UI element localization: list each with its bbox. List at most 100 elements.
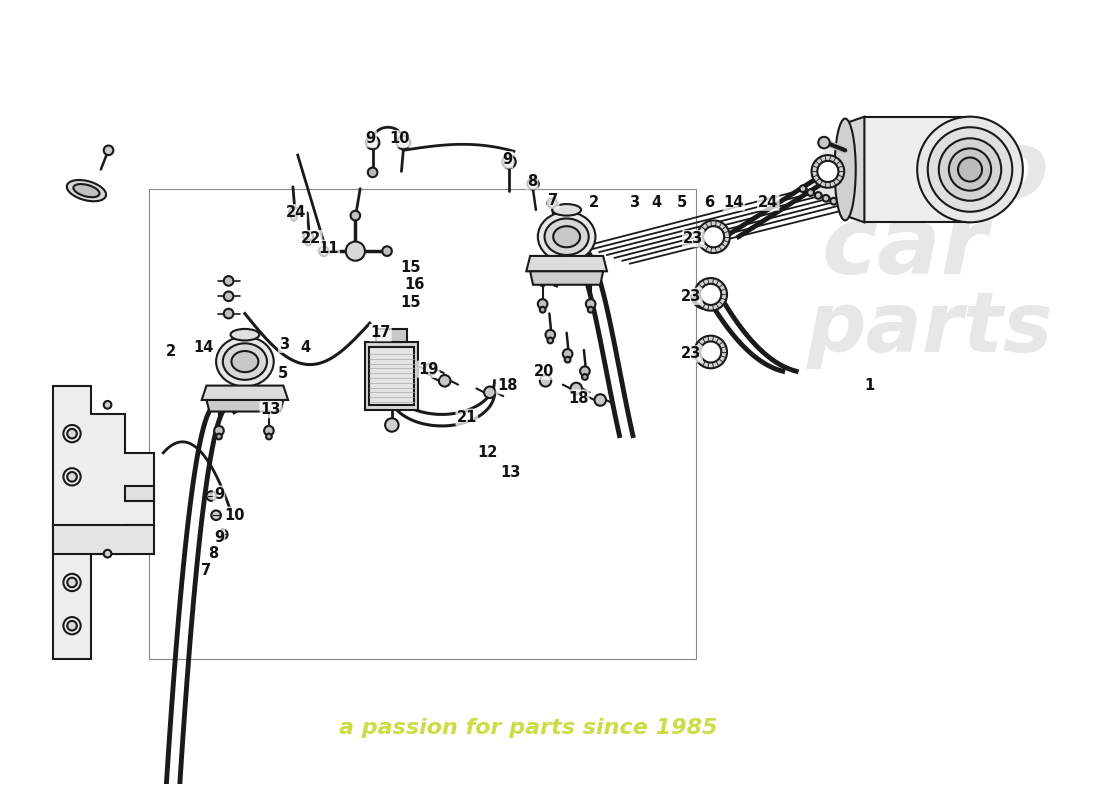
Polygon shape bbox=[530, 271, 603, 285]
Text: 19: 19 bbox=[418, 362, 439, 377]
Circle shape bbox=[582, 374, 587, 380]
Circle shape bbox=[382, 246, 392, 256]
Circle shape bbox=[425, 363, 436, 375]
Circle shape bbox=[694, 278, 727, 310]
Circle shape bbox=[64, 574, 80, 591]
Circle shape bbox=[815, 192, 822, 198]
Circle shape bbox=[67, 472, 77, 482]
Circle shape bbox=[846, 205, 852, 211]
Circle shape bbox=[218, 530, 228, 539]
Ellipse shape bbox=[231, 351, 258, 372]
Circle shape bbox=[304, 232, 313, 242]
Bar bbox=[376, 329, 407, 342]
Text: 15: 15 bbox=[400, 294, 421, 310]
Text: 22: 22 bbox=[301, 231, 321, 246]
Bar bbox=[365, 342, 418, 410]
Circle shape bbox=[223, 309, 233, 318]
Text: 10: 10 bbox=[389, 131, 410, 146]
Text: 6: 6 bbox=[704, 194, 714, 210]
Text: 4: 4 bbox=[300, 340, 310, 354]
Circle shape bbox=[345, 242, 365, 261]
Circle shape bbox=[503, 155, 516, 169]
Text: 8: 8 bbox=[208, 546, 218, 561]
Circle shape bbox=[67, 429, 77, 438]
Circle shape bbox=[823, 195, 829, 202]
Ellipse shape bbox=[958, 158, 982, 182]
Circle shape bbox=[540, 375, 551, 386]
Circle shape bbox=[812, 155, 844, 188]
Ellipse shape bbox=[74, 184, 99, 197]
Polygon shape bbox=[526, 256, 607, 271]
Circle shape bbox=[484, 386, 496, 398]
Circle shape bbox=[571, 382, 582, 394]
Circle shape bbox=[594, 394, 606, 406]
Circle shape bbox=[223, 291, 233, 301]
Circle shape bbox=[817, 161, 838, 182]
Text: 7: 7 bbox=[548, 193, 559, 208]
Text: 11: 11 bbox=[318, 241, 339, 256]
Circle shape bbox=[367, 167, 377, 177]
Circle shape bbox=[694, 336, 727, 368]
Circle shape bbox=[580, 366, 590, 376]
Circle shape bbox=[211, 510, 221, 520]
Polygon shape bbox=[53, 386, 154, 659]
Text: 15: 15 bbox=[400, 260, 421, 275]
Text: 24: 24 bbox=[758, 194, 779, 210]
Text: 1: 1 bbox=[864, 378, 874, 393]
Polygon shape bbox=[207, 400, 284, 411]
Text: 10: 10 bbox=[224, 508, 244, 522]
Polygon shape bbox=[125, 486, 154, 501]
Text: 23: 23 bbox=[683, 231, 704, 246]
Ellipse shape bbox=[544, 218, 588, 255]
Text: 2: 2 bbox=[588, 194, 598, 210]
Circle shape bbox=[306, 240, 311, 246]
Ellipse shape bbox=[949, 148, 991, 190]
Text: 17: 17 bbox=[370, 326, 390, 340]
Circle shape bbox=[586, 299, 595, 309]
Ellipse shape bbox=[216, 337, 274, 386]
Circle shape bbox=[439, 375, 450, 386]
Bar bbox=[148, 189, 696, 659]
Text: 8: 8 bbox=[527, 174, 537, 189]
Circle shape bbox=[700, 284, 722, 305]
Circle shape bbox=[67, 621, 77, 630]
Circle shape bbox=[103, 146, 113, 155]
Circle shape bbox=[587, 307, 594, 313]
Text: 23: 23 bbox=[681, 289, 702, 304]
Circle shape bbox=[563, 349, 572, 358]
Text: 18: 18 bbox=[568, 390, 588, 406]
Ellipse shape bbox=[552, 204, 581, 216]
Text: 9: 9 bbox=[213, 530, 224, 545]
Text: 21: 21 bbox=[456, 410, 477, 425]
Circle shape bbox=[64, 468, 80, 486]
Polygon shape bbox=[53, 525, 154, 554]
Text: euro: euro bbox=[806, 126, 1049, 218]
Circle shape bbox=[223, 276, 233, 286]
Text: 12: 12 bbox=[477, 446, 498, 460]
Bar bbox=[368, 347, 414, 405]
Circle shape bbox=[103, 550, 111, 558]
Circle shape bbox=[838, 201, 845, 207]
Ellipse shape bbox=[835, 118, 856, 221]
Circle shape bbox=[67, 578, 77, 587]
Circle shape bbox=[540, 307, 546, 313]
Text: car: car bbox=[821, 202, 988, 294]
Text: 7: 7 bbox=[201, 563, 211, 578]
Text: 14: 14 bbox=[724, 194, 744, 210]
Circle shape bbox=[385, 418, 398, 432]
Circle shape bbox=[548, 338, 553, 343]
Ellipse shape bbox=[223, 343, 267, 380]
Circle shape bbox=[216, 434, 222, 439]
Text: 5: 5 bbox=[676, 194, 688, 210]
Circle shape bbox=[289, 207, 299, 217]
Ellipse shape bbox=[927, 127, 1012, 212]
Circle shape bbox=[264, 426, 274, 435]
Circle shape bbox=[564, 357, 571, 362]
Text: 23: 23 bbox=[681, 346, 702, 362]
Circle shape bbox=[807, 189, 814, 196]
Text: 9: 9 bbox=[213, 486, 224, 502]
Circle shape bbox=[366, 136, 379, 150]
Text: 16: 16 bbox=[405, 278, 425, 292]
Text: 2: 2 bbox=[166, 345, 176, 359]
Text: 14: 14 bbox=[194, 340, 213, 354]
